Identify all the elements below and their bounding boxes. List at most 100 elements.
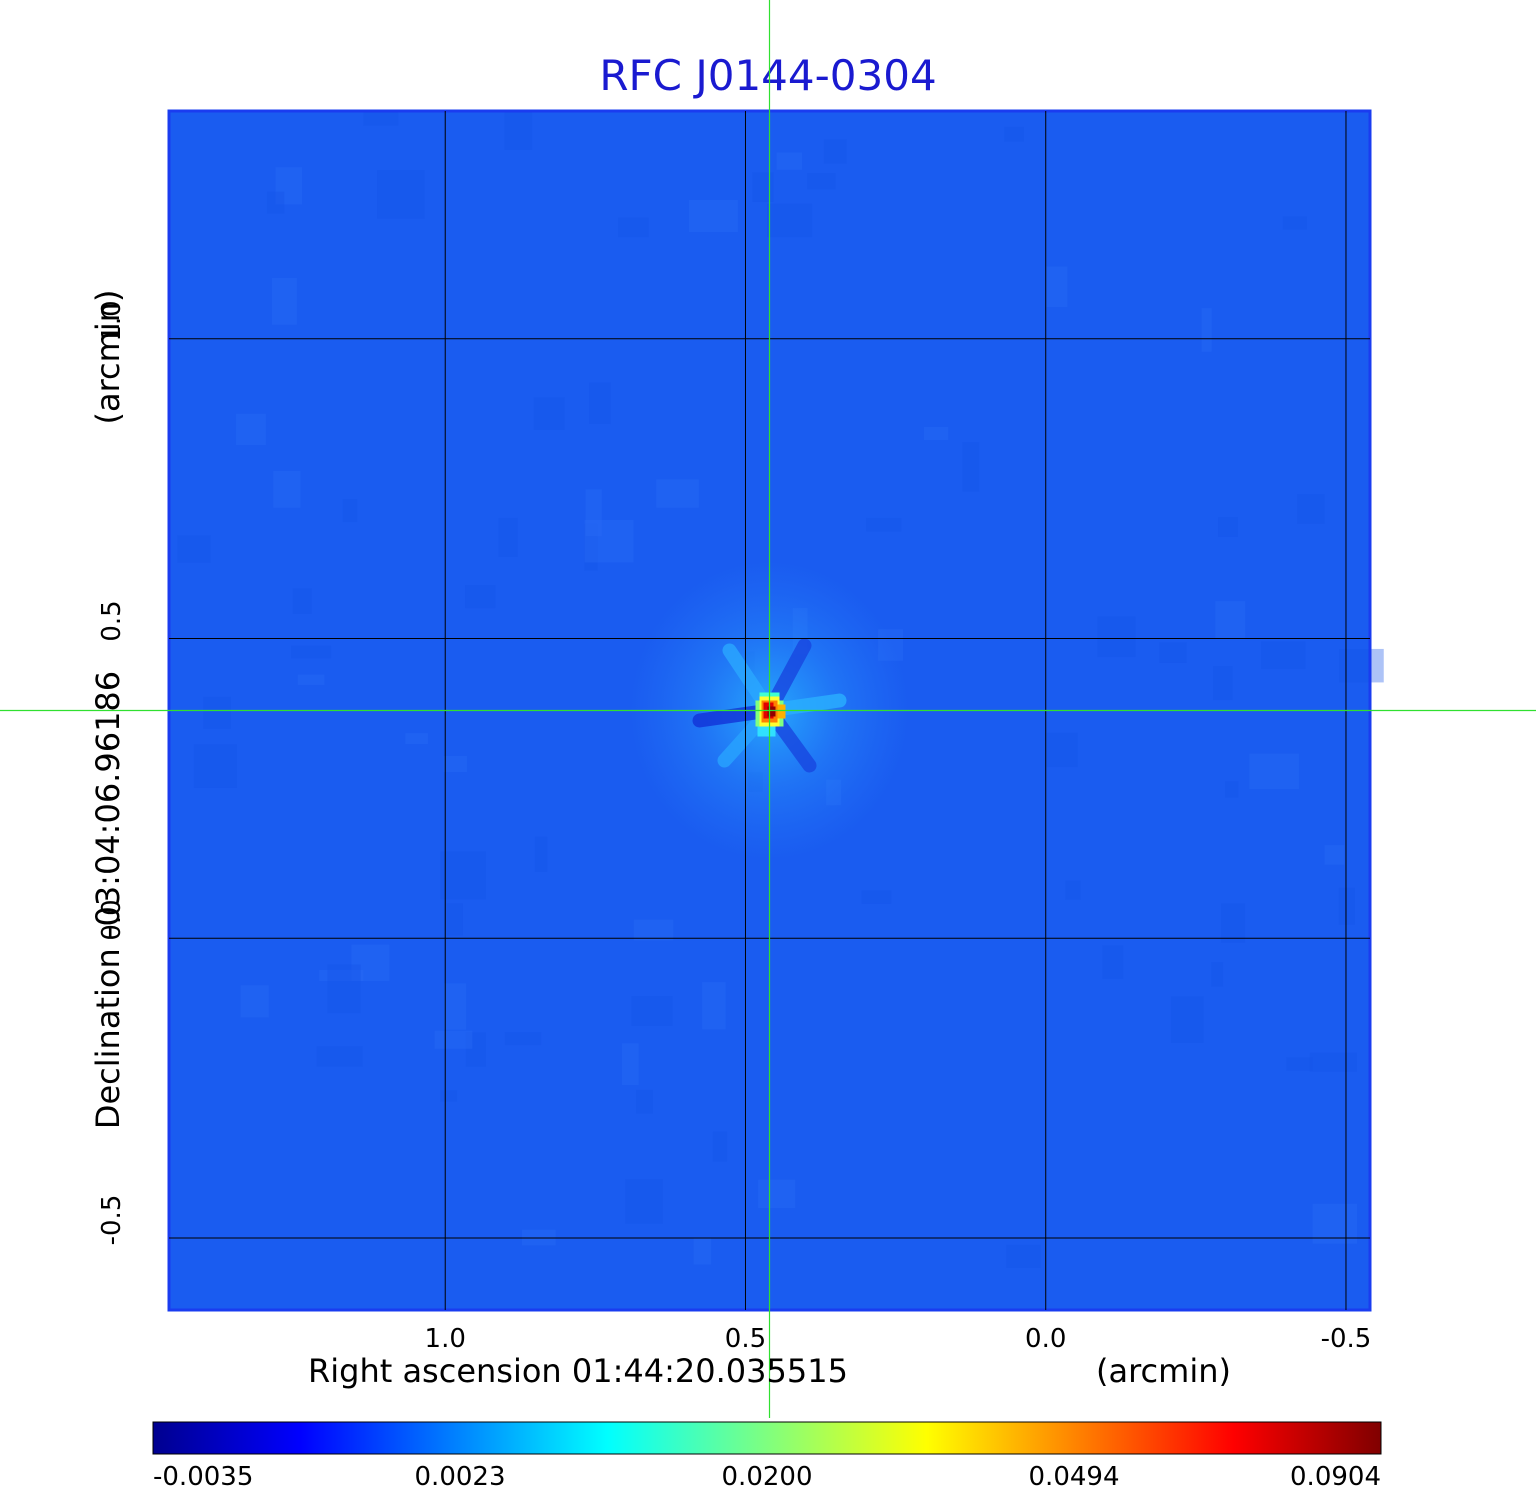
x-tick-label: -0.5 bbox=[1320, 1324, 1372, 1354]
image-texture bbox=[712, 1131, 728, 1162]
image-texture bbox=[962, 442, 980, 492]
colorbar-tick-label: 0.0023 bbox=[414, 1462, 506, 1492]
image-texture bbox=[776, 152, 803, 170]
image-texture bbox=[443, 755, 467, 773]
image-texture bbox=[752, 172, 774, 202]
image-texture bbox=[631, 995, 673, 1027]
source-pixel bbox=[767, 706, 776, 717]
image-texture bbox=[584, 519, 634, 563]
image-texture bbox=[633, 919, 674, 941]
x-tick-label: 0.5 bbox=[724, 1324, 767, 1354]
x-axis-label: Right ascension 01:44:20.035515 bbox=[308, 1352, 848, 1390]
image-texture bbox=[440, 1090, 458, 1102]
x-tick-label: 1.0 bbox=[424, 1324, 466, 1354]
image-texture bbox=[342, 499, 358, 523]
source-pixel bbox=[777, 704, 786, 719]
image-texture bbox=[266, 191, 285, 214]
image-texture bbox=[504, 111, 533, 151]
image-texture bbox=[465, 584, 496, 609]
image-texture bbox=[585, 489, 602, 537]
image-texture bbox=[440, 851, 487, 900]
colorbar-gradient bbox=[152, 1421, 1382, 1455]
image-texture bbox=[1249, 753, 1299, 790]
image-texture bbox=[1006, 1244, 1041, 1269]
image-texture bbox=[617, 217, 649, 238]
image-texture bbox=[363, 112, 399, 126]
image-texture bbox=[923, 426, 949, 440]
image-texture bbox=[1286, 1057, 1313, 1071]
y-axis-label: Declination -03:04:06.96186 bbox=[89, 670, 127, 1130]
image-texture bbox=[866, 517, 902, 532]
image-texture bbox=[319, 969, 364, 982]
image-texture bbox=[1282, 216, 1307, 230]
image-texture bbox=[767, 203, 813, 238]
image-texture bbox=[823, 139, 847, 164]
colorbar-tick-label: 0.0200 bbox=[721, 1462, 813, 1492]
image-texture bbox=[807, 173, 836, 190]
image-texture bbox=[273, 470, 301, 508]
image-texture bbox=[1338, 887, 1355, 925]
image-texture bbox=[498, 517, 518, 558]
image-texture bbox=[271, 277, 297, 325]
chart-title: RFC J0144-0304 bbox=[599, 51, 937, 100]
image-texture bbox=[446, 903, 463, 936]
image-texture bbox=[1159, 642, 1187, 663]
image-texture bbox=[1102, 945, 1124, 979]
image-texture bbox=[1201, 308, 1212, 352]
image-texture bbox=[589, 382, 611, 425]
y-tick-label: 0.5 bbox=[97, 599, 127, 642]
image-texture bbox=[405, 733, 428, 745]
image-texture bbox=[861, 890, 892, 904]
image-texture bbox=[688, 199, 738, 233]
image-texture bbox=[236, 413, 266, 446]
image-texture bbox=[177, 535, 211, 563]
image-texture bbox=[1312, 1203, 1358, 1244]
image-texture bbox=[1004, 126, 1025, 142]
image-texture bbox=[377, 170, 425, 219]
image-texture bbox=[1046, 732, 1078, 768]
image-texture bbox=[1220, 903, 1246, 943]
x-axis-unit: (arcmin) bbox=[1096, 1352, 1231, 1390]
crosshair bbox=[0, 0, 1536, 1418]
image-texture bbox=[290, 645, 332, 659]
x-tick-label: 0.0 bbox=[1025, 1324, 1067, 1354]
image-texture bbox=[635, 1089, 654, 1114]
image-texture bbox=[327, 964, 361, 1014]
image-texture bbox=[316, 1046, 363, 1067]
image-texture bbox=[193, 744, 238, 788]
image-texture bbox=[275, 167, 303, 205]
image-texture bbox=[702, 982, 726, 1030]
image-texture bbox=[533, 397, 565, 430]
image-texture bbox=[465, 1032, 487, 1067]
image-texture bbox=[621, 1043, 639, 1086]
y-tick-label: -0.5 bbox=[97, 1194, 127, 1246]
image-texture bbox=[240, 985, 269, 1018]
image-texture bbox=[351, 944, 390, 982]
image-texture bbox=[443, 983, 467, 1030]
colorbar-tick-label: 0.0494 bbox=[1028, 1462, 1120, 1492]
image-texture bbox=[625, 1179, 663, 1224]
y-axis-unit: (arcmin) bbox=[89, 289, 127, 425]
colorbar bbox=[152, 1421, 1382, 1455]
image-texture bbox=[292, 588, 312, 614]
image-texture bbox=[504, 1032, 542, 1046]
image-texture bbox=[1065, 880, 1081, 900]
image-texture bbox=[1046, 266, 1068, 308]
source-pixel bbox=[757, 726, 776, 737]
image-texture bbox=[656, 479, 699, 508]
colorbar-tick-label: -0.0035 bbox=[153, 1462, 254, 1492]
image-texture bbox=[1260, 641, 1306, 670]
image-texture bbox=[1211, 962, 1224, 987]
image-texture bbox=[584, 523, 598, 571]
image-texture bbox=[203, 696, 231, 729]
image-texture bbox=[1297, 494, 1325, 524]
image-texture bbox=[1170, 996, 1204, 1044]
image-texture bbox=[534, 836, 548, 872]
image-texture bbox=[434, 1030, 473, 1049]
image-texture bbox=[693, 1237, 712, 1265]
image-texture bbox=[1324, 845, 1345, 865]
colorbar-tick-label: 0.0904 bbox=[1290, 1462, 1381, 1492]
image-texture bbox=[1224, 781, 1239, 798]
